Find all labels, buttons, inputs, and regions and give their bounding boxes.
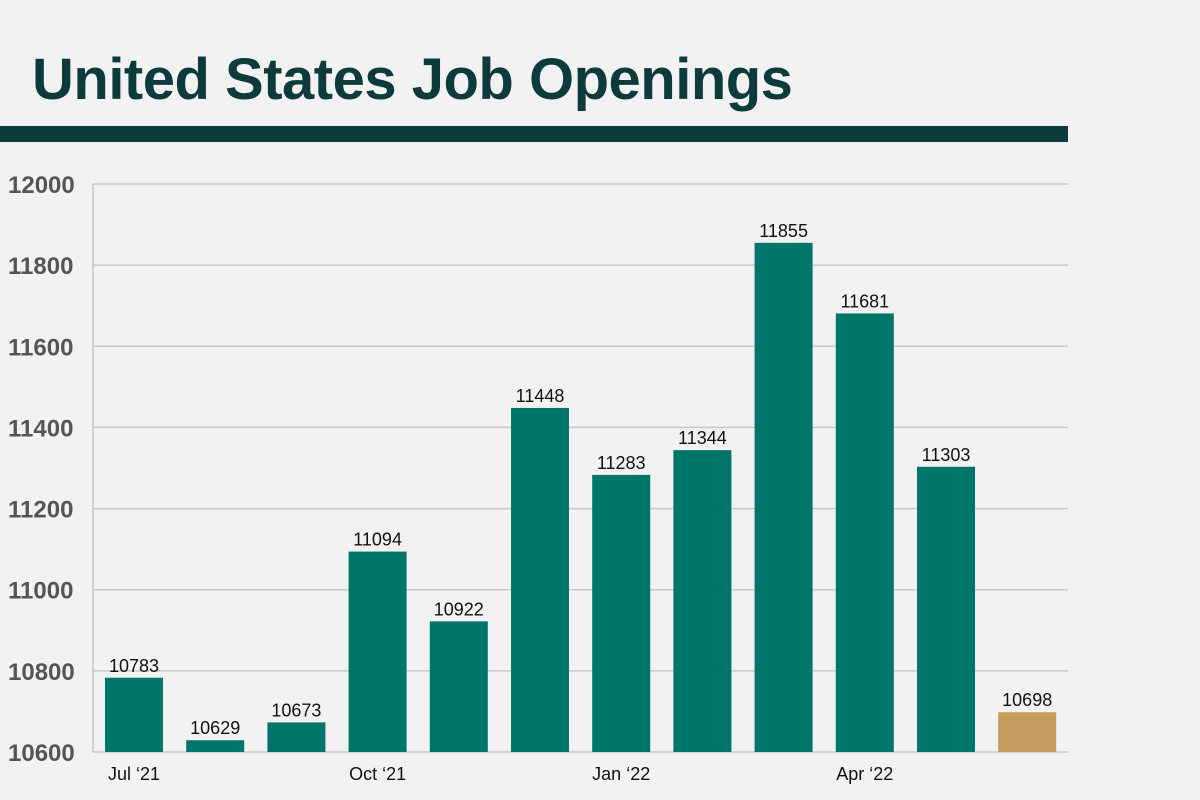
bar <box>592 474 651 752</box>
bar <box>998 712 1057 752</box>
bar <box>835 313 894 752</box>
bar <box>429 621 488 752</box>
y-tick-label: 11600 <box>8 334 73 361</box>
x-tick-label: Oct ‘21 <box>349 764 406 784</box>
x-tick-label: Apr ‘22 <box>836 764 893 784</box>
data-label: 10922 <box>434 599 484 619</box>
y-tick-label: 11200 <box>8 497 73 524</box>
bars <box>105 242 1057 753</box>
bar <box>105 677 163 752</box>
y-tick-label: 11000 <box>8 578 73 605</box>
data-label: 11855 <box>759 221 808 241</box>
y-tick-label: 11400 <box>8 415 73 442</box>
bar <box>511 407 569 752</box>
data-label: 10698 <box>1002 690 1052 710</box>
data-label: 10783 <box>109 656 159 676</box>
data-label: 10673 <box>271 700 321 720</box>
data-label: 11303 <box>922 445 971 465</box>
chart-title: United States Job Openings <box>32 47 793 112</box>
y-tick-label: 10600 <box>8 740 75 767</box>
data-label: 11344 <box>678 428 727 448</box>
y-tick-label: 12000 <box>8 172 75 199</box>
data-label: 11448 <box>516 386 565 406</box>
data-label: 10629 <box>190 718 240 738</box>
data-labels: 10783 10629 10673 11094 10922 11448 11283 11344… <box>109 221 1052 738</box>
gridlines <box>92 183 1068 753</box>
data-label: 11681 <box>840 291 889 311</box>
data-label: 11283 <box>597 453 646 473</box>
bar <box>267 722 326 752</box>
data-label: 11094 <box>353 530 402 550</box>
bar <box>348 551 407 752</box>
bar <box>754 242 813 753</box>
bar <box>673 450 732 752</box>
y-axis-ticks: 10600 10800 11000 11200 11400 11600 11800 12000 <box>8 172 75 767</box>
title-rule <box>0 126 1068 142</box>
x-axis-ticks: Jul ‘21 Oct ‘21 Jan ‘22 Apr ‘22 <box>108 764 893 784</box>
bar <box>917 466 975 752</box>
y-tick-label: 10800 <box>8 659 75 686</box>
y-tick-label: 11800 <box>8 253 73 280</box>
x-tick-label: Jan ‘22 <box>592 764 650 784</box>
x-tick-label: Jul ‘21 <box>108 764 160 784</box>
bar <box>186 740 245 752</box>
